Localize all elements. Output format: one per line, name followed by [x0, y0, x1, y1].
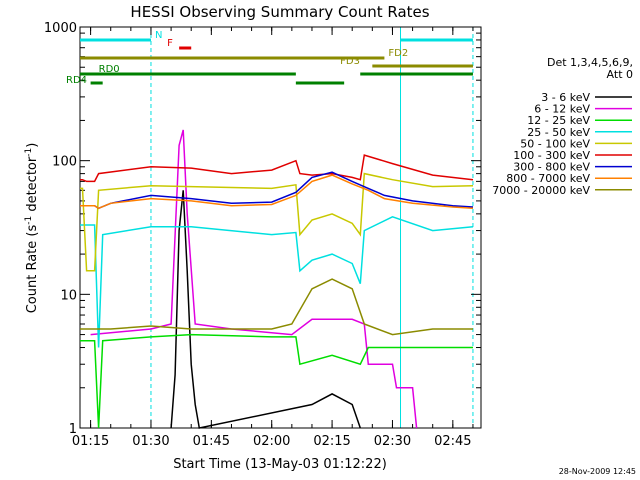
legend-entry-label: 25 - 50 keV — [527, 126, 590, 139]
y-tick-label: 100 — [52, 155, 77, 170]
x-tick-label: 01:15 — [72, 434, 109, 449]
plot-frame — [79, 26, 482, 429]
y-axis-label-end: ) — [25, 143, 40, 148]
flag-label-fd3: FD3 — [340, 56, 360, 67]
flag-label-f: F — [167, 38, 173, 49]
x-tick-label: 01:45 — [193, 434, 230, 449]
y-axis-label: Count Rate (s-1 detector-1) — [24, 143, 40, 314]
series-line-1 — [90, 129, 418, 429]
legend-header-line1: Det 1,3,4,5,6,9, — [547, 56, 633, 69]
x-tick-label: 02:15 — [313, 434, 350, 449]
y-axis-label-mid: detector — [25, 156, 40, 216]
series-line-7 — [80, 174, 474, 210]
series-line-5 — [80, 154, 474, 183]
x-tick-label: 01:30 — [132, 434, 169, 449]
legend-entry-label: 3 - 6 keV — [541, 91, 590, 104]
series-line-0 — [170, 190, 362, 429]
legend-entry-label: 50 - 100 keV — [520, 137, 590, 150]
chart-title: HESSI Observing Summary Count Rates — [130, 3, 429, 21]
legend-entry-label: 800 - 7000 keV — [506, 172, 590, 185]
legend-entry-label: 12 - 25 keV — [527, 114, 590, 127]
series-line-4 — [80, 172, 474, 272]
legend-entry-label: 7000 - 20000 keV — [492, 184, 590, 197]
flag-label-n: N — [155, 30, 162, 41]
series-line-3 — [80, 215, 474, 348]
y-tick-label: 1 — [69, 422, 77, 437]
flag-label-fd2: FD2 — [388, 48, 408, 59]
y-axis-label-exp2: -1 — [24, 148, 34, 157]
x-tick-label: 02:00 — [253, 434, 290, 449]
legend-header-line2: Att 0 — [607, 68, 633, 81]
series-line-2 — [80, 333, 473, 429]
legend-entry-label: 300 - 800 keV — [513, 161, 590, 174]
plot-area: 1 10 100 1000 01:15 01:30 01:45 02:00 02:15 02:30… — [44, 21, 632, 449]
y-tick-label: 1000 — [44, 21, 77, 36]
flag-label-rd4: RD4 — [66, 75, 87, 86]
legend-entry-label: 100 - 300 keV — [513, 149, 590, 162]
series-line-8 — [80, 278, 473, 336]
x-tick-label: 02:30 — [374, 434, 411, 449]
x-axis-label: Start Time (13-May-03 01:12:22) — [173, 457, 387, 472]
y-axis-label-exp1: -1 — [24, 216, 34, 225]
y-axis-label-main: Count Rate (s — [25, 225, 40, 314]
flag-label-rd0: RD0 — [99, 64, 120, 75]
footer-timestamp: 28-Nov-2009 12:45 — [559, 467, 636, 476]
legend-entry-label: 6 - 12 keV — [534, 103, 590, 116]
y-tick-label: 10 — [60, 288, 77, 303]
x-tick-label: 02:45 — [434, 434, 471, 449]
